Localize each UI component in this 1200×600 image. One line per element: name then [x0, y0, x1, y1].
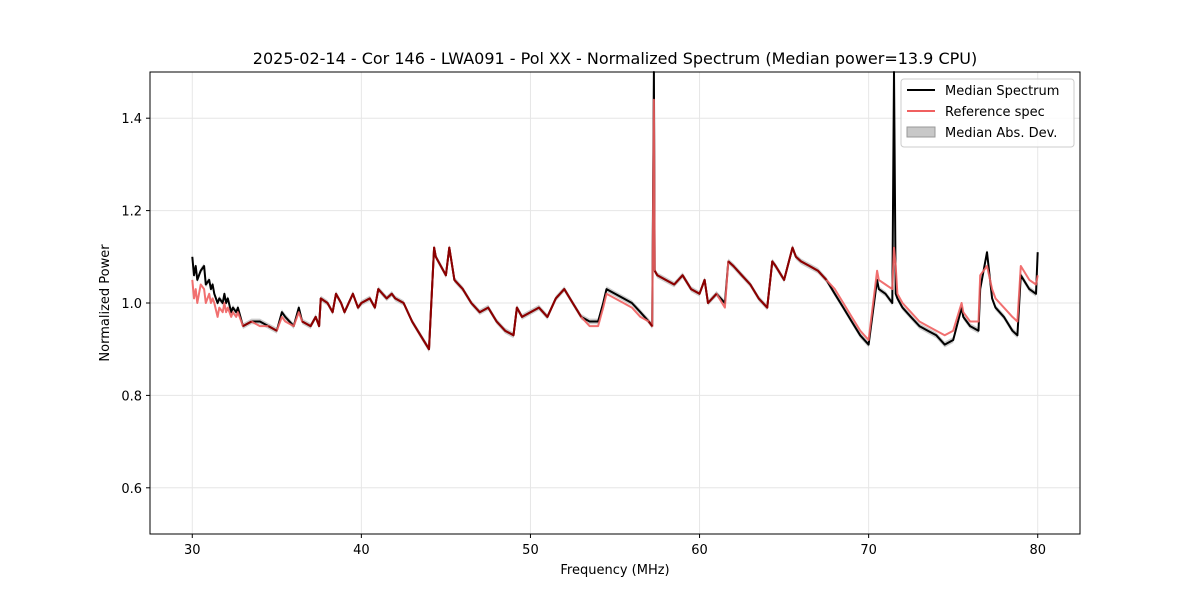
- x-axis-label: Frequency (MHz): [560, 563, 669, 578]
- y-tick-label: 0.6: [121, 482, 142, 497]
- x-axis: 30 40 50 60 70 80: [184, 534, 1046, 558]
- legend-label-reference: Reference spec: [945, 105, 1045, 120]
- plot-area: [191, 71, 1039, 353]
- legend-swatch-mad: [906, 126, 936, 138]
- legend-box: [900, 78, 1075, 148]
- x-tick-label: 40: [353, 543, 370, 558]
- x-tick-label: 50: [522, 543, 539, 558]
- legend-label-mad: Median Abs. Dev.: [945, 126, 1057, 141]
- legend-label-median: Median Spectrum: [945, 84, 1059, 99]
- overlap-line: [242, 246, 828, 351]
- y-tick-label: 0.8: [121, 389, 142, 404]
- x-tick-label: 60: [691, 543, 708, 558]
- x-tick-label: 80: [1029, 543, 1046, 558]
- legend: Median Spectrum Reference spec Median Ab…: [900, 78, 1075, 148]
- x-tick-label: 70: [860, 543, 877, 558]
- y-tick-label: 1.2: [121, 205, 142, 220]
- y-axis-label: Normalized Power: [98, 244, 113, 362]
- x-tick-label: 30: [184, 543, 201, 558]
- chart-title: 2025-02-14 - Cor 146 - LWA091 - Pol XX -…: [253, 49, 977, 68]
- y-tick-label: 1.4: [121, 112, 142, 127]
- mad-band: [192, 72, 1038, 353]
- y-tick-label: 1.0: [121, 297, 142, 312]
- y-axis: 0.6 0.8 1.0 1.2 1.4: [121, 112, 150, 497]
